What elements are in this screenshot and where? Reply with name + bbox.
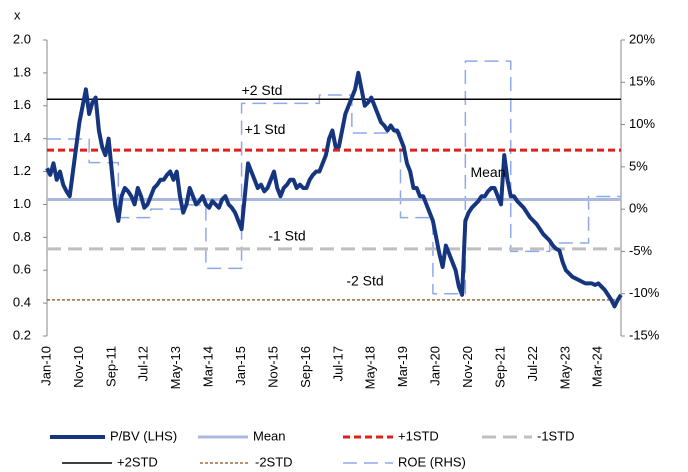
- y-tick-label: 1.8: [13, 64, 31, 79]
- y-tick-label: 1.4: [13, 130, 31, 145]
- y2-tick-label: 15%: [629, 74, 655, 89]
- y-tick-label: 1.0: [13, 196, 31, 211]
- x-tick-label: Jul-12: [136, 346, 151, 381]
- legend-label: +2STD: [117, 454, 158, 469]
- y2-tick-label: 20%: [629, 31, 655, 46]
- y2-tick-label: 0%: [629, 201, 648, 216]
- y-axis-label: x: [14, 7, 21, 22]
- y2-tick-label: -15%: [629, 327, 660, 342]
- x-tick-label: Mar-19: [395, 346, 410, 387]
- roe-line: [47, 60, 621, 295]
- annotation: +1 Std: [245, 121, 286, 137]
- x-tick-label: Mar-14: [201, 346, 216, 387]
- pbv-line: [45, 70, 623, 309]
- annotation: -1 Std: [268, 228, 305, 244]
- y-tick-label: 0.2: [13, 327, 31, 342]
- x-tick-label: Jan-15: [233, 346, 248, 386]
- x-tick-label: May-18: [363, 346, 378, 389]
- x-tick-label: Jul-22: [525, 346, 540, 381]
- x-tick-label: Sep-16: [298, 346, 313, 388]
- y-tick-label: 2.0: [13, 31, 31, 46]
- x-tick-label: Mar-24: [590, 346, 605, 387]
- y-tick-label: 0.4: [13, 295, 31, 310]
- annotation: +2 Std: [242, 82, 283, 98]
- x-tick-label: Nov-15: [265, 346, 280, 388]
- x-tick-label: Jan-20: [428, 346, 443, 386]
- x-tick-label: Sep-11: [103, 346, 118, 387]
- annotation: -2 Std: [346, 273, 383, 289]
- x-tick-label: May-23: [557, 346, 572, 389]
- y-tick-label: 1.2: [13, 163, 31, 178]
- legend-label: -1STD: [537, 428, 575, 443]
- y-tick-label: 0.8: [13, 229, 31, 244]
- y2-tick-label: -5%: [629, 243, 653, 258]
- legend-label: -2STD: [255, 454, 293, 469]
- legend-label: +1STD: [398, 428, 439, 443]
- legend-label: ROE (RHS): [398, 454, 466, 469]
- annotation: Mean: [470, 164, 505, 180]
- y-tick-label: 0.6: [13, 262, 31, 277]
- y-tick-label: 1.6: [13, 97, 31, 112]
- x-tick-label: Nov-20: [460, 346, 475, 388]
- y2-tick-label: 10%: [629, 116, 655, 131]
- x-tick-label: Nov-10: [71, 346, 86, 388]
- legend-label: Mean: [253, 428, 286, 443]
- y2-tick-label: -10%: [629, 285, 660, 300]
- x-tick-label: May-13: [168, 346, 183, 389]
- x-tick-label: Jan-10: [38, 346, 53, 386]
- x-tick-label: Jul-17: [330, 346, 345, 381]
- y2-tick-label: 5%: [629, 158, 648, 173]
- legend-label: P/BV (LHS): [110, 428, 177, 443]
- x-tick-label: Sep-21: [492, 346, 507, 388]
